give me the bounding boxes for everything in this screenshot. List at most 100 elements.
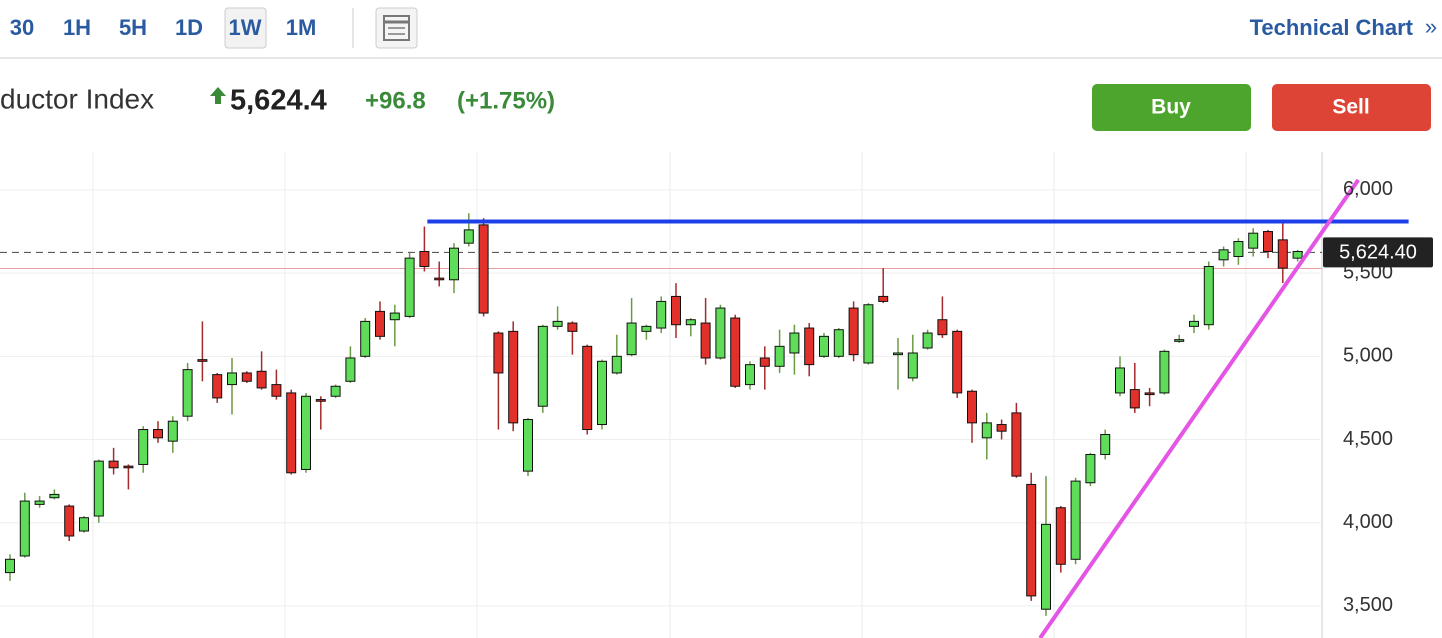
candle-body xyxy=(952,330,963,394)
candle-body xyxy=(1159,350,1170,394)
candle-body xyxy=(1218,249,1229,261)
candle-body xyxy=(419,250,430,267)
candle-body xyxy=(227,372,237,386)
candle-body xyxy=(1189,320,1199,327)
candle-body xyxy=(774,345,785,367)
candle-body xyxy=(212,374,223,399)
interval-tab[interactable]: 5H xyxy=(119,15,147,40)
candle-body xyxy=(1055,507,1066,565)
candle-body xyxy=(315,399,326,402)
candle-body xyxy=(804,327,815,366)
candle-body xyxy=(567,322,578,332)
candle-body xyxy=(1233,241,1244,257)
candle-body xyxy=(700,322,711,359)
up-arrow xyxy=(210,87,226,104)
candle-body xyxy=(345,357,356,382)
candle-body xyxy=(123,465,134,469)
candle-body xyxy=(508,330,519,424)
change: +96.8 xyxy=(365,87,426,114)
candle-body xyxy=(582,345,593,431)
interval-tab[interactable]: 1H xyxy=(63,15,91,40)
candle-body xyxy=(878,295,889,302)
candle-body xyxy=(1100,434,1111,455)
plot xyxy=(0,178,1409,638)
candle-body xyxy=(360,320,371,357)
candle-body xyxy=(937,319,948,336)
candle-body xyxy=(641,325,652,332)
candle-body xyxy=(1292,250,1303,259)
candle-body xyxy=(552,320,563,327)
buy-label[interactable]: Buy xyxy=(1151,96,1191,119)
candle-body xyxy=(715,307,726,359)
candle-body xyxy=(375,310,385,337)
technical-chart-link[interactable]: Technical Chart xyxy=(1250,15,1414,40)
sell-button[interactable] xyxy=(1272,84,1431,131)
candle-body xyxy=(493,332,504,374)
y-tick-label: 4,000 xyxy=(1343,511,1393,533)
y-tick-label: 6,000 xyxy=(1343,178,1393,200)
candle-body xyxy=(1248,232,1259,249)
candle-body xyxy=(79,517,89,532)
candle-body xyxy=(5,558,15,574)
candle-body xyxy=(611,355,622,374)
layout-icon[interactable] xyxy=(375,7,418,49)
candle-body xyxy=(34,500,45,505)
instrument-name: ductor Index xyxy=(0,83,154,114)
candle-body xyxy=(907,352,918,379)
candle-body xyxy=(730,317,741,387)
interval-tab[interactable]: 30 xyxy=(10,15,34,40)
candle-body xyxy=(449,247,459,281)
candle-body xyxy=(19,500,30,557)
candle-body xyxy=(819,335,829,357)
candle-body xyxy=(1070,480,1081,560)
candle-body xyxy=(537,325,548,407)
candle-body xyxy=(64,505,75,537)
interval-tab[interactable]: 1D xyxy=(175,15,203,40)
price: 5,624.4 xyxy=(230,85,327,117)
sell-label[interactable]: Sell xyxy=(1332,96,1369,119)
candle-body xyxy=(167,420,178,442)
candle-body xyxy=(404,257,415,317)
candle-body xyxy=(626,322,637,356)
candle-body xyxy=(1026,483,1037,597)
link-arrow[interactable]: » xyxy=(1425,14,1437,39)
active-tab-box[interactable] xyxy=(224,7,267,49)
candle-body xyxy=(671,295,681,326)
icon-frame xyxy=(383,15,410,41)
candle-body xyxy=(478,224,489,314)
candle-body xyxy=(138,429,149,465)
candle-body xyxy=(330,385,341,397)
candle-body xyxy=(967,390,977,424)
candle-body xyxy=(685,319,696,326)
candle-body xyxy=(389,312,400,321)
interval-tab[interactable]: 1W xyxy=(229,15,262,40)
candle-body xyxy=(981,422,992,439)
candle-body xyxy=(1277,239,1288,269)
last-price-label: 5,624.40 xyxy=(1339,242,1417,264)
candle-body xyxy=(996,424,1007,432)
interval-tab[interactable]: 1M xyxy=(286,15,317,40)
candle-body xyxy=(1129,389,1140,409)
support-line xyxy=(1038,178,1360,638)
candle-body xyxy=(759,357,770,367)
buy-button[interactable] xyxy=(1092,84,1251,131)
candle-body xyxy=(49,493,60,499)
candle-body xyxy=(1041,523,1051,610)
candle-body xyxy=(922,332,933,349)
candle-body xyxy=(656,300,667,329)
candle-body xyxy=(1203,265,1214,326)
time-grid xyxy=(92,152,1247,638)
candle-body xyxy=(833,329,844,357)
y-tick-label: 4,500 xyxy=(1343,428,1393,450)
candle-body xyxy=(848,307,859,356)
candle-body xyxy=(463,229,474,244)
candle-body xyxy=(256,370,267,389)
y-tick-label: 3,500 xyxy=(1343,594,1393,616)
candle-body xyxy=(1174,339,1185,342)
candle-body xyxy=(597,360,607,426)
last-price-box xyxy=(1323,237,1433,268)
candle-body xyxy=(523,419,533,472)
